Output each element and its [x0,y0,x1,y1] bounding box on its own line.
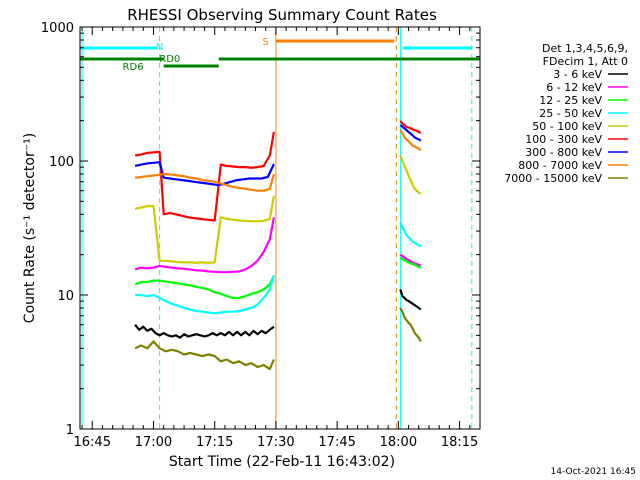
series-line-2 [399,256,422,269]
series-line-8 [399,307,422,343]
x-tick-label: 18:15 [441,435,478,450]
series-line-2 [134,274,275,300]
series-line-3 [399,221,422,248]
legend-entry-label: 100 - 300 keV [525,133,602,146]
series-line-8 [134,340,275,371]
data-series [134,120,422,371]
x-tick-label: 18:00 [380,435,417,450]
series-line-1 [134,217,275,274]
x-tick-label: 17:00 [135,435,172,450]
series-line-5 [399,120,422,134]
date-stamp: 14-Oct-2021 16:45 [551,467,636,477]
y-tick-label: 1 [66,423,74,438]
legend-header-line: Det 1,3,4,5,6,9, [542,42,628,55]
series-line-1 [399,253,422,267]
series-line-0 [134,324,275,339]
legend-entry-label: 300 - 800 keV [525,146,602,159]
flag-label-n: N [156,42,163,53]
y-tick-label: 10 [57,289,74,304]
legend-header-line: FDecim 1, Att 0 [543,55,628,68]
series-line-6 [399,124,422,142]
x-axis-label: Start Time (22-Feb-11 16:43:02) [169,454,395,470]
legend-entry-label: 7000 - 15000 keV [504,172,602,185]
x-tick-label: 17:15 [196,435,233,450]
legend-entry-label: 50 - 100 keV [532,120,602,133]
series-line-3 [135,275,275,315]
x-axis: 16:45 17:00 17:15 17:30 17:45 18:00 18:15 [74,27,478,450]
series-line-5 [134,131,275,222]
plot-frame [79,26,481,430]
legend-entry-label: 25 - 50 keV [539,107,602,120]
x-tick-label: 17:45 [318,435,355,450]
legend-entry-label: 800 - 7000 keV [518,159,602,172]
flag-label-rd6: RD6 [123,62,144,73]
legend-entry-label: 3 - 6 keV [553,68,602,81]
series-line-4 [134,195,275,264]
legend: Det 1,3,4,5,6,9,FDecim 1, Att 03 - 6 keV… [504,42,628,185]
x-tick-label: 16:45 [74,435,111,450]
y-axis: 1 10 100 1000 [41,21,480,438]
series-line-6 [134,161,275,187]
y-tick-label: 1000 [41,21,74,36]
vertical-markers [81,27,473,429]
chart-title: RHESSI Observing Summary Count Rates [127,6,437,24]
series-line-4 [399,155,422,195]
series-line-7 [399,129,422,152]
flag-label-s: S [263,37,269,48]
x-tick-label: 17:30 [257,435,294,450]
series-line-0 [399,289,422,311]
y-axis-label: Count Rate (s⁻¹ detector⁻¹) [22,133,38,323]
series-line-7 [134,172,275,192]
legend-entry-label: 12 - 25 keV [539,94,602,107]
legend-entry-label: 6 - 12 keV [546,81,602,94]
y-tick-label: 100 [49,155,74,170]
flag-label-rd0: RD0 [159,54,180,65]
